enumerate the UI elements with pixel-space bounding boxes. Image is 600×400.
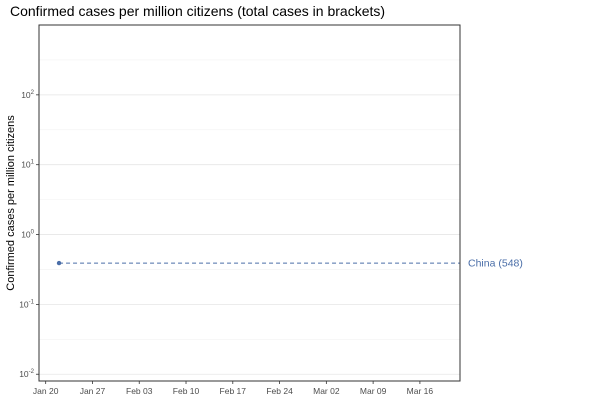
series-layer: China (548) — [56, 258, 523, 270]
x-tick-label: Feb 17 — [220, 386, 247, 396]
chart-title: Confirmed cases per million citizens (to… — [10, 3, 385, 19]
x-tick-label: Mar 09 — [360, 386, 387, 396]
y-tick-label: 10-2 — [19, 369, 34, 379]
axes: 10-2 10-1 100 101 102 Jan 20 Jan 27 Feb 03 Feb 1… — [19, 90, 433, 396]
y-tick-label: 102 — [21, 90, 34, 100]
series-label: China (548) — [468, 258, 523, 270]
x-tick-label: Feb 10 — [173, 386, 200, 396]
x-tick-label: Mar 02 — [313, 386, 340, 396]
x-tick-label: Jan 20 — [33, 386, 59, 396]
plot-frame — [38, 24, 461, 382]
y-tick-label: 100 — [21, 230, 34, 240]
x-tick-label: Mar 16 — [407, 386, 434, 396]
x-tick-label: Jan 27 — [80, 386, 106, 396]
data-point — [56, 260, 62, 266]
x-tick-label: Feb 03 — [126, 386, 153, 396]
y-tick-label: 101 — [21, 160, 34, 170]
y-tick-label: 10-1 — [19, 299, 34, 309]
y-axis-label: Confirmed cases per million citizens — [5, 115, 17, 291]
x-tick-label: Feb 24 — [266, 386, 293, 396]
grid-lines — [39, 59, 460, 375]
